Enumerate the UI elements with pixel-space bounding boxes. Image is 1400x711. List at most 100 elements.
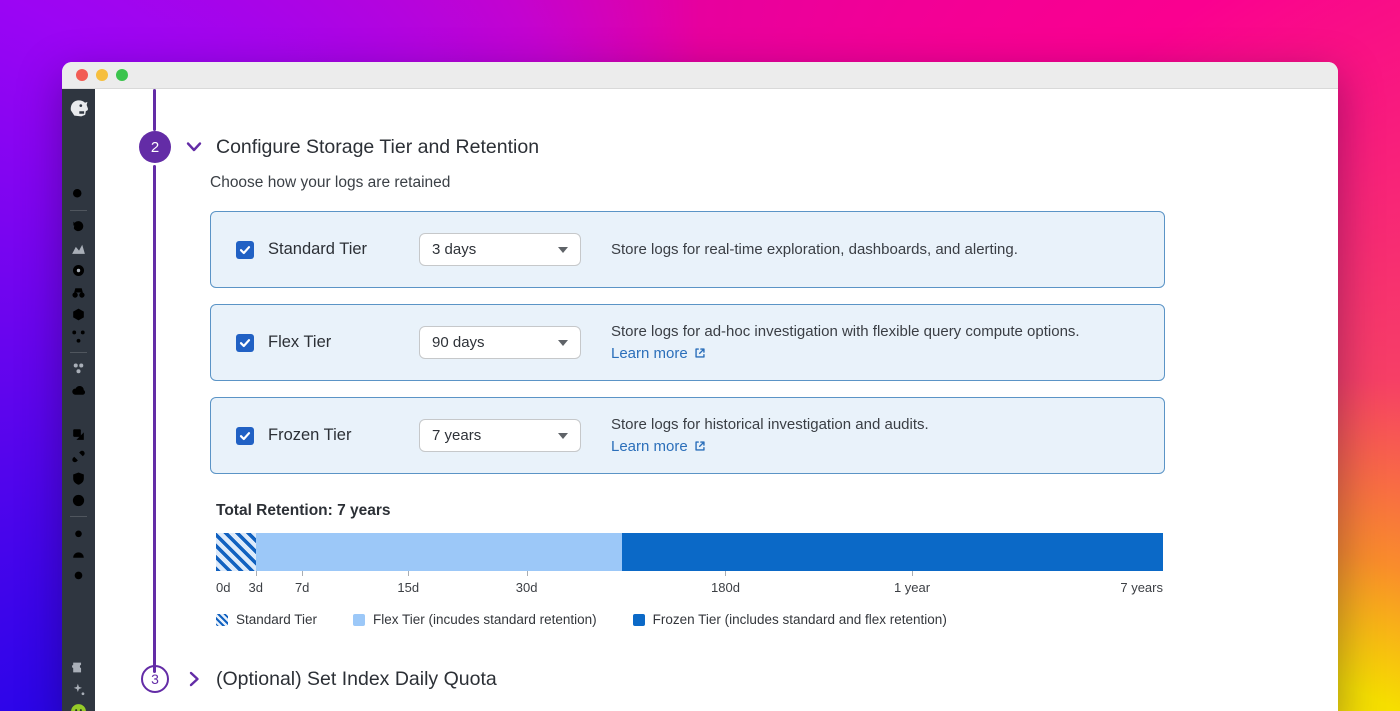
legend-swatch [353,613,366,626]
search-icon[interactable] [70,186,87,203]
filter-lines-icon[interactable] [70,404,87,421]
user-avatar-icon[interactable] [70,703,87,711]
retention-segment [622,533,1163,571]
link-icon[interactable] [70,448,87,465]
chevron-right-icon[interactable] [183,668,205,690]
retention-segment [255,533,623,571]
axis-tick-label: 3d [248,580,263,595]
axis-tick-mark [408,571,410,576]
external-link-icon [695,348,705,359]
flex-tier-checkbox[interactable] [236,333,254,352]
legend-item: Frozen Tier (includes standard and flex … [632,612,947,627]
minimize-window-button[interactable] [96,69,108,81]
main-content: 2 Configure Storage Tier and Retention C… [95,89,1338,711]
browser-window: 2 Configure Storage Tier and Retention C… [62,62,1338,711]
puzzle-icon[interactable] [70,659,87,676]
sparkle-icon[interactable] [70,681,87,698]
legend-swatch [632,613,645,626]
frozen-tier-label: Frozen Tier [268,426,352,444]
step-2-header[interactable]: 2 Configure Storage Tier and Retention [139,131,1298,163]
flex-tier-label: Flex Tier [268,333,332,351]
chevron-down-icon [558,339,568,346]
axis-tick-label: 1 year [893,580,931,595]
step-2-subtitle: Choose how your logs are retained [210,174,451,191]
axis-tick-label: 0d [216,580,231,595]
step-2-title: Configure Storage Tier and Retention [216,135,540,158]
frozen-learn-more-link[interactable]: Learn more [611,436,707,458]
sidebar-divider [70,516,87,517]
retention-legend: Standard Tier Flex Tier (incudes standard… [216,612,1298,627]
axis-tick-mark [302,571,304,576]
binoculars-icon[interactable] [70,284,87,301]
legend-label: Frozen Tier (includes standard and flex … [652,612,947,627]
step-3-header[interactable]: 3 (Optional) Set Index Daily Quota [141,665,1298,693]
flex-tier-retention-select[interactable]: 90 days [419,326,581,359]
standard-tier-description: Store logs for real-time exploration, da… [611,240,1018,258]
network-map-icon[interactable] [70,328,87,345]
axis-tick-label: 7d [294,580,310,595]
zoom-window-button[interactable] [116,69,128,81]
legend-item: Standard Tier [216,612,317,627]
standard-tier-checkbox[interactable] [236,240,254,259]
target-icon[interactable] [70,262,87,279]
axis-tick-label: 7 years [1120,580,1163,595]
legend-item: Flex Tier (incudes standard retention) [353,612,597,627]
search-lines-icon[interactable] [70,568,87,585]
frozen-tier-checkbox[interactable] [236,426,254,445]
frozen-tier-retention-value: 7 years [432,427,482,444]
axis-tick-label: 30d [515,580,538,595]
standard-tier-label: Standard Tier [268,240,368,258]
wizard-rail [153,165,156,673]
bug-icon[interactable] [70,524,87,541]
cloud-icon[interactable] [70,382,87,399]
step-2-number-badge: 2 [139,131,171,163]
chevron-down-icon [558,432,568,439]
history-icon[interactable] [70,218,87,235]
axis-tick-mark [526,571,528,576]
chevron-down-icon[interactable] [183,136,205,158]
external-link-icon [695,441,705,452]
app-sidebar [62,89,95,711]
frozen-tier-description: Store logs for historical investigation … [611,414,929,458]
shield-icon[interactable] [70,470,87,487]
flex-tier-description: Store logs for ad-hoc investigation with… [611,321,1080,365]
axis-tick-label: 180d [711,580,740,595]
datadog-logo-icon[interactable] [67,96,91,120]
metrics-area-chart-icon[interactable] [70,240,87,257]
legend-label: Standard Tier [236,612,318,627]
window-titlebar [62,62,1338,89]
close-window-button[interactable] [76,69,88,81]
tier-cards: Standard Tier 3 days Store logs for real… [210,211,1165,474]
flex-tier-card: Flex Tier 90 days Store logs for ad-hoc … [210,304,1165,381]
cluster-dots-icon[interactable] [70,360,87,377]
axis-tick-mark [725,571,727,576]
gauge-icon[interactable] [70,546,87,563]
retention-bar [216,533,1163,571]
checkmark-icon [239,245,251,254]
frozen-tier-card: Frozen Tier 7 years Store logs for histo… [210,397,1165,474]
legend-label: Flex Tier (incudes standard retention) [373,612,597,627]
frozen-tier-retention-select[interactable]: 7 years [419,419,581,452]
chevron-down-icon [558,246,568,253]
legend-swatch [216,613,228,626]
axis-tick-mark [912,571,914,576]
sidebar-divider [70,210,87,211]
sidebar-divider [70,352,87,353]
flex-learn-more-link[interactable]: Learn more [611,343,707,365]
axis-tick-label: 15d [397,580,420,595]
clock-icon[interactable] [70,492,87,509]
checkmark-icon [239,431,251,440]
windows-icon[interactable] [70,426,87,443]
wizard-rail [153,89,156,131]
standard-tier-retention-select[interactable]: 3 days [419,233,581,266]
axis-tick-mark [255,571,257,576]
retention-segment [216,533,256,571]
standard-tier-retention-value: 3 days [432,241,477,258]
flex-tier-retention-value: 90 days [432,334,485,351]
total-retention-title: Total Retention: 7 years [216,502,391,519]
retention-axis: 0d 3d 7d 15d 30d 180d 1 year 7 years [216,571,1163,599]
step-3-title: (Optional) Set Index Daily Quota [216,667,497,690]
checkmark-icon [239,338,251,347]
cube-icon[interactable] [70,306,87,323]
standard-tier-card: Standard Tier 3 days Store logs for real… [210,211,1165,288]
